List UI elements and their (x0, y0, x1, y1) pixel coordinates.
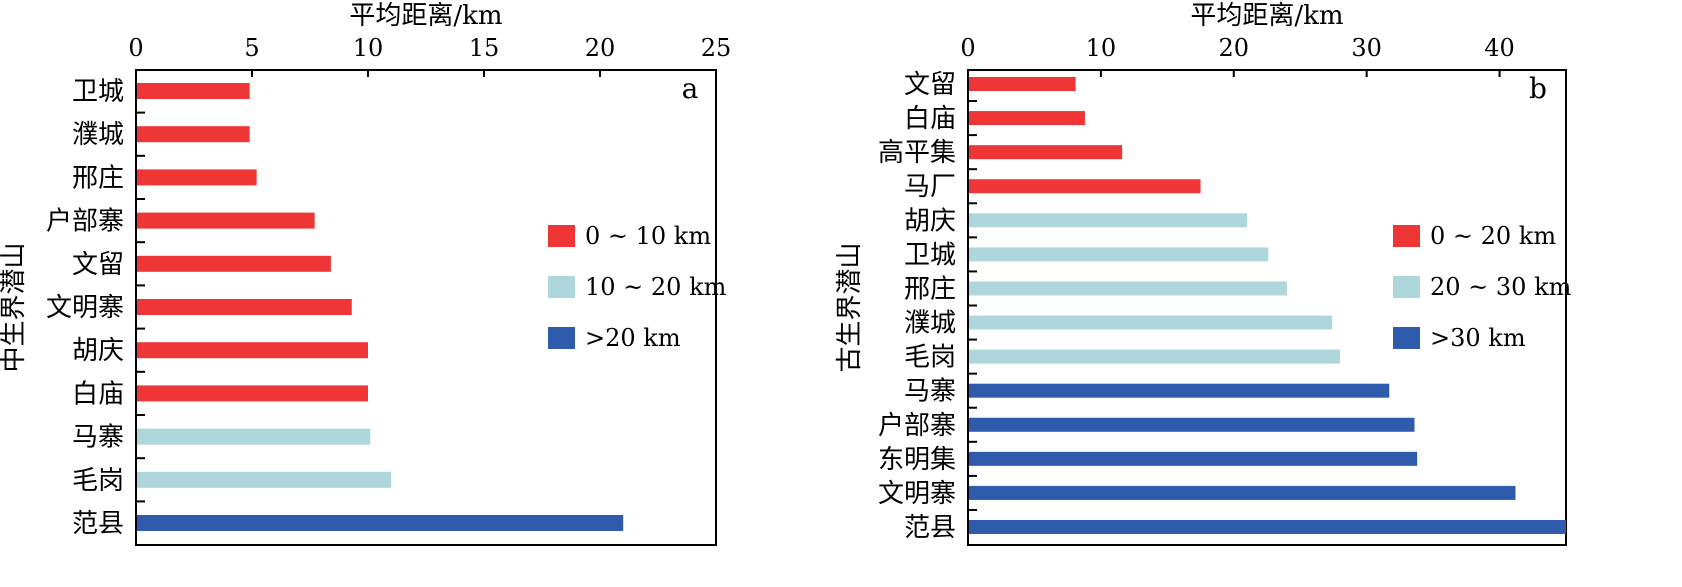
bar-文留 (137, 255, 331, 272)
category-label: 高平集 (878, 138, 956, 168)
x-axis-title: 平均距离/km (1190, 1, 1343, 31)
bar-毛岗 (969, 349, 1341, 364)
category-label: 文留 (904, 70, 956, 100)
bar-毛岗 (137, 471, 392, 488)
legend-label: 0 ~ 20 km (1430, 222, 1556, 250)
bar-文明寨 (969, 485, 1516, 500)
category-label: 邢庄 (904, 274, 956, 304)
panel-letter: a (682, 72, 699, 105)
legend-swatch (1393, 276, 1420, 298)
legend-label: 10 ~ 20 km (585, 273, 727, 301)
plot-frame (135, 69, 717, 546)
bar-邢庄 (137, 169, 257, 186)
bar-范县 (969, 520, 1566, 534)
bar-白庙 (137, 385, 368, 402)
category-label: 东明集 (878, 445, 956, 475)
category-label: 卫城 (904, 240, 956, 270)
x-tick-label: 10 (1086, 34, 1117, 62)
x-tick-label: 20 (585, 34, 616, 62)
bar-马寨 (969, 383, 1390, 398)
bar-户部寨 (137, 212, 315, 229)
legend-label: >20 km (585, 324, 681, 352)
legend-label: >30 km (1430, 324, 1526, 352)
bar-户部寨 (969, 417, 1415, 432)
bar-文明寨 (137, 299, 352, 315)
x-axis-title: 平均距离/km (349, 1, 502, 31)
bar-文留 (969, 77, 1076, 91)
bar-高平集 (969, 145, 1123, 160)
category-label: 文明寨 (46, 293, 124, 323)
y-axis-title: 中生界潜山 (0, 242, 29, 372)
x-tick-label: 0 (128, 34, 143, 62)
legend-label: 0 ~ 10 km (585, 222, 711, 250)
y-axis-title: 古生界潜山 (835, 242, 865, 372)
bar-范县 (137, 515, 624, 531)
legend-swatch (548, 327, 575, 349)
bar-卫城 (137, 83, 250, 99)
bar-卫城 (969, 247, 1269, 262)
category-label: 毛岗 (72, 466, 124, 496)
chart-panel-b: 平均距离/km 古生界潜山 0 10 20 30 40 文留白庙高平集马厂胡庆卫城邢庄濮城毛岗… (835, 1, 1572, 546)
category-label: 濮城 (904, 309, 956, 339)
bar-白庙 (969, 111, 1085, 126)
category-label: 户部寨 (46, 207, 124, 237)
bar-东明集 (969, 451, 1418, 466)
category-label: 白庙 (72, 379, 124, 409)
legend-swatch (1393, 225, 1420, 247)
x-tick-label: 25 (701, 34, 732, 62)
legend-label: 20 ~ 30 km (1430, 273, 1572, 301)
x-tick-label: 20 (1219, 34, 1250, 62)
plot-frame (967, 69, 1567, 546)
category-label: 马寨 (904, 377, 956, 407)
bar-濮城 (969, 315, 1333, 330)
category-label: 文明寨 (878, 479, 956, 509)
bar-濮城 (137, 126, 250, 143)
bar-邢庄 (969, 281, 1287, 296)
x-tick-label: 0 (960, 34, 975, 62)
category-label: 邢庄 (72, 163, 124, 193)
chart-panel-a: 平均距离/km 中生界潜山 0 5 10 15 20 25 卫城濮城邢庄户部寨文留文明寨胡庆白庙… (0, 1, 732, 546)
x-tick-label: 40 (1484, 34, 1515, 62)
x-tick-label: 15 (469, 34, 500, 62)
x-tick-label: 10 (353, 34, 384, 62)
legend-swatch (548, 276, 575, 298)
category-label: 马厂 (904, 172, 956, 202)
x-tick-label: 5 (244, 34, 259, 62)
category-label: 文留 (72, 250, 124, 280)
bar-胡庆 (137, 342, 368, 359)
bar-马寨 (137, 428, 371, 445)
category-label: 白庙 (904, 104, 956, 134)
panel-letter: b (1529, 72, 1547, 105)
category-label: 毛岗 (904, 343, 956, 373)
category-label: 范县 (904, 513, 956, 543)
category-label: 胡庆 (72, 336, 124, 366)
legend-swatch (548, 225, 575, 247)
category-label: 马寨 (72, 423, 124, 453)
category-label: 胡庆 (904, 206, 956, 236)
x-tick-label: 30 (1351, 34, 1382, 62)
legend-swatch (1393, 327, 1420, 349)
category-label: 濮城 (72, 120, 124, 150)
category-label: 范县 (72, 509, 124, 539)
bar-马厂 (969, 179, 1201, 194)
category-label: 户部寨 (878, 411, 956, 441)
bar-胡庆 (969, 213, 1248, 228)
category-label: 卫城 (72, 77, 124, 107)
